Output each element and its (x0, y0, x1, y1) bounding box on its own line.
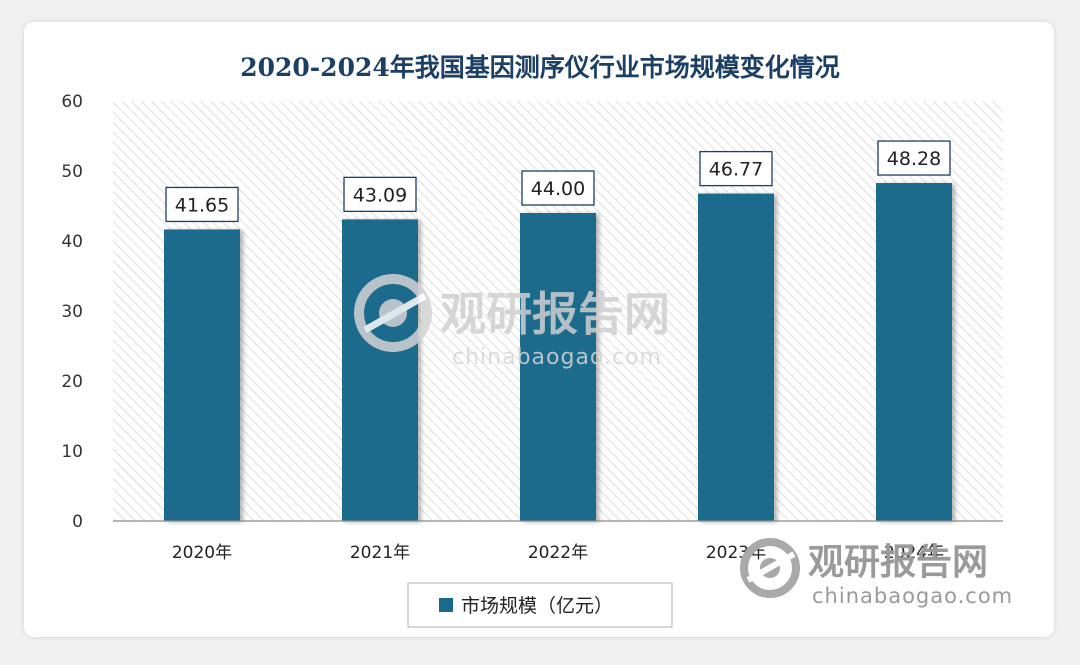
data-label-box (165, 186, 239, 223)
x-tick-label: 2021年 (350, 543, 410, 563)
center-watermark-url: chinabaogao.com (452, 345, 662, 370)
data-label-box (343, 176, 417, 213)
chinabaogao-logo-icon (354, 274, 432, 352)
legend: 市场规模（亿元） (407, 582, 673, 628)
bar (164, 229, 240, 521)
bar (342, 219, 418, 521)
legend-label: 市场规模（亿元） (461, 595, 613, 617)
data-label: 46.77 (709, 159, 763, 181)
x-axis: 2020年 2021年 2022年 2023年 2024年 (113, 520, 1003, 563)
x-tick-label: 2024年 (884, 543, 944, 563)
legend-swatch (439, 598, 453, 612)
data-label-box (877, 140, 951, 176)
y-tick-label: 20 (61, 372, 83, 392)
y-tick-label: 50 (61, 162, 83, 182)
x-tick-label: 2022年 (528, 543, 588, 563)
y-tick-label: 40 (61, 232, 83, 252)
y-tick-label: 10 (61, 442, 83, 462)
data-label: 41.65 (175, 194, 229, 216)
data-label-box (699, 150, 773, 187)
bars-group: 41.65 43.09 44.00 46.77 48.28 (164, 140, 952, 522)
y-tick-label: 60 (61, 92, 83, 112)
bar (520, 213, 596, 521)
bar (698, 193, 774, 522)
data-label: 43.09 (353, 184, 407, 206)
center-watermark-name: 观研报告网 (440, 287, 670, 341)
data-label: 44.00 (531, 178, 585, 200)
corner-watermark-name: 观研报告网 (808, 542, 988, 583)
chinabaogao-logo-icon (740, 538, 800, 598)
data-label: 48.28 (887, 148, 941, 170)
corner-watermark: 观研报告网 chinabaogao.com (740, 538, 1013, 608)
x-tick-label: 2020年 (172, 543, 232, 563)
y-axis: 0 10 20 30 40 50 60 (61, 92, 83, 532)
y-tick-label: 30 (61, 302, 83, 322)
y-tick-label: 0 (72, 512, 83, 532)
bar (876, 183, 952, 522)
chart-title: 2020-2024年我国基因测序仪行业市场规模变化情况 (240, 53, 840, 82)
corner-watermark-url: chinabaogao.com (812, 584, 1013, 608)
center-watermark: 观研报告网 chinabaogao.com (354, 274, 670, 370)
data-label-box (521, 170, 595, 206)
